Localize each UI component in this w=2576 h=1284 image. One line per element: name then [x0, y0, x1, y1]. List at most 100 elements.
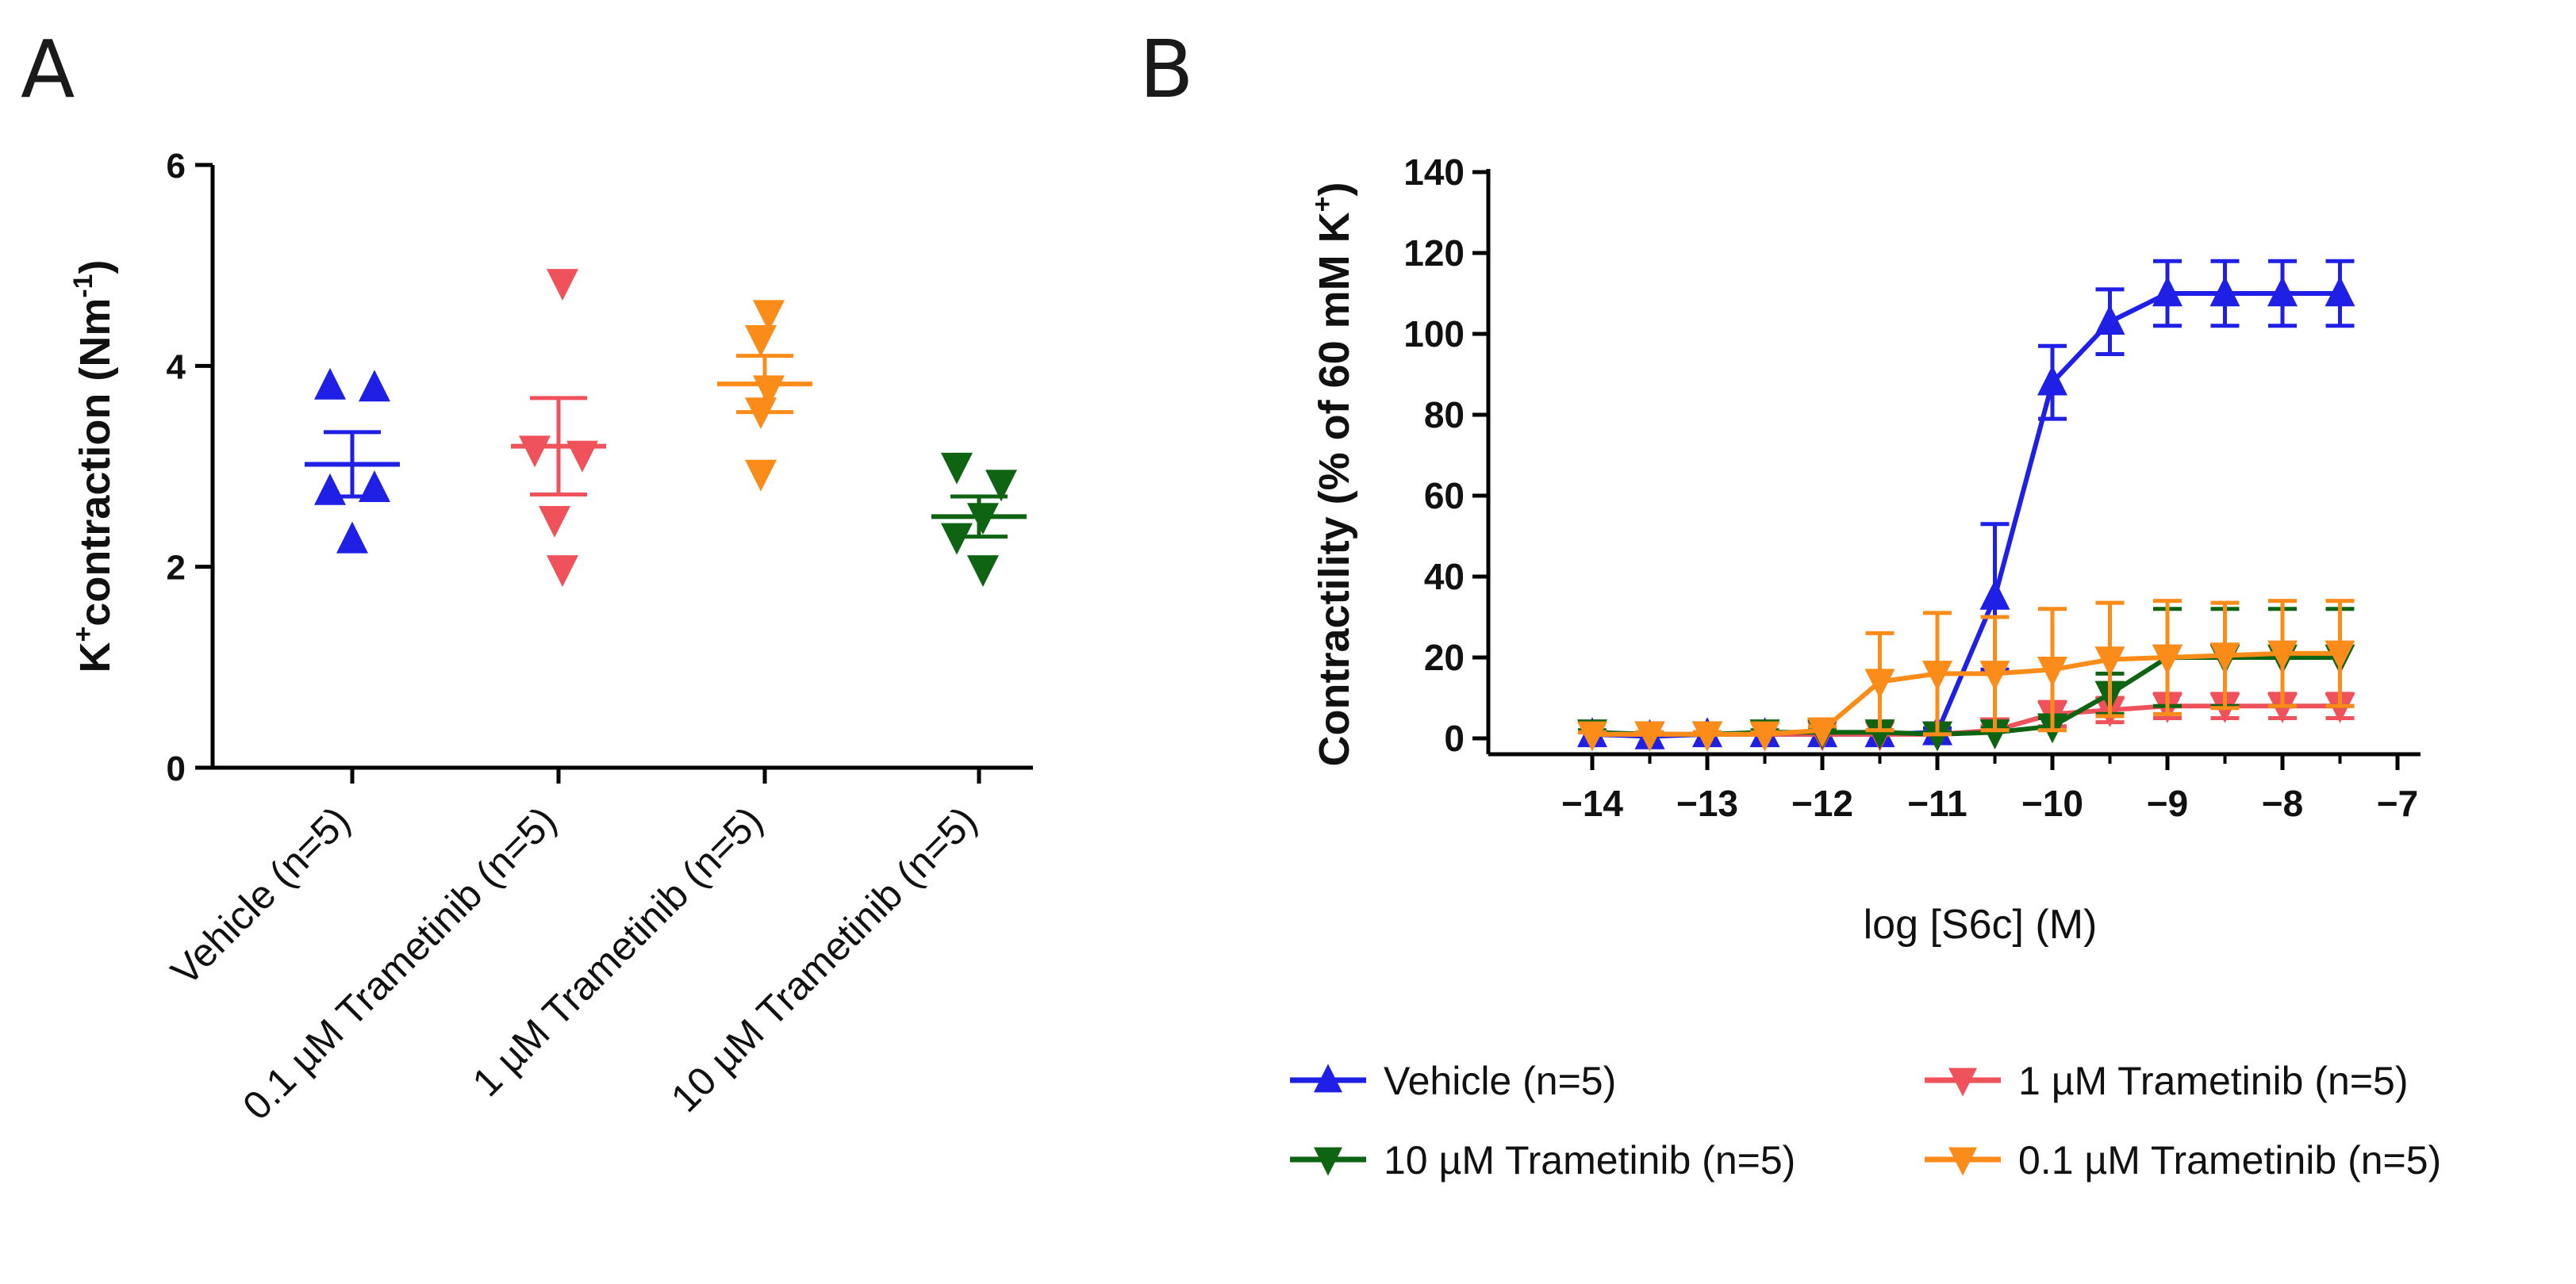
legend-item: Vehicle (n=5) — [1290, 1059, 1616, 1103]
panel-b-data-point — [1864, 719, 1895, 750]
panel-a-data-point — [547, 555, 578, 587]
legend-label: 10 µM Trametinib (n=5) — [1384, 1138, 1795, 1182]
panel-a-y-tick-label: 0 — [167, 749, 186, 788]
panel-a-data-point — [359, 470, 390, 502]
panel-a-data-point — [314, 367, 346, 400]
panel-b-data-point — [2267, 640, 2298, 671]
panel-b-y-tick-label: 60 — [1424, 475, 1465, 516]
panel-a-data-point — [753, 300, 785, 332]
panel-a-data-point — [745, 459, 777, 492]
panel-b-data-point — [1864, 669, 1895, 699]
panel-b-data-point — [2325, 276, 2355, 307]
panel-b-data-point — [2209, 276, 2240, 307]
panel-a-data-point — [745, 325, 777, 357]
panel-a-data-point — [941, 452, 973, 485]
legend-item: 10 µM Trametinib (n=5) — [1290, 1138, 1795, 1182]
panel-a-letter: A — [21, 23, 75, 116]
panel-a-y-tick-label: 2 — [167, 549, 186, 588]
panel-a-group — [305, 367, 400, 554]
panel-b-y-axis-label: Contractility (% of 60 mM K+) — [1307, 182, 1358, 767]
panel-b-data-point — [2094, 646, 2125, 677]
panel-b-data-point — [2094, 305, 2125, 335]
panel-a-y-axis-label: K+contraction (Nm-1) — [68, 259, 119, 673]
panel-a-data-point — [359, 370, 390, 402]
panel-b-data-point — [1692, 721, 1722, 752]
panel-b-x-axis-label: log [S6c] (M) — [1864, 902, 2098, 948]
panel-b-data-point — [1979, 719, 2010, 750]
panel-b-series — [1577, 599, 2355, 752]
panel-a-data-point — [967, 503, 999, 535]
panel-b-y-tick-label: 0 — [1444, 718, 1465, 759]
panel-a-group — [931, 452, 1027, 587]
panel-b-series-line — [1592, 650, 2340, 737]
panel-b-data-point — [1577, 721, 1607, 752]
legend-marker — [1314, 1147, 1342, 1176]
panel-a-data-point — [745, 397, 777, 430]
panel-b-data-point — [1922, 721, 1952, 752]
panel-b-y-tick-label: 140 — [1403, 151, 1465, 193]
panel-b-letter: B — [1139, 23, 1194, 116]
panel-b-y-tick-label: 120 — [1403, 232, 1465, 274]
panel-b-data-point — [1807, 717, 1837, 748]
panel-a-data-point — [547, 269, 578, 301]
panel-b-y-tick-label: 40 — [1424, 556, 1465, 597]
panel-b-x-tick-label: −11 — [1907, 783, 1968, 824]
panel-a-data-point — [985, 470, 1017, 502]
panel-b-ticks: 0 20 40 60 80 100 120 140 −14 −13 −12 −11 −10 −9 −8 −7 — [1403, 151, 2418, 824]
panel-b-data-point — [2267, 692, 2298, 723]
panel-b-data-point — [2152, 644, 2182, 675]
panel-b-data-point — [1749, 721, 1780, 752]
panel-b-data-point — [2209, 642, 2240, 673]
panel-b-x-tick-label: −13 — [1676, 783, 1738, 824]
panel-a-data-point — [753, 375, 785, 408]
panel-a-group — [717, 300, 812, 492]
panel-b-data-point — [1979, 661, 2010, 692]
panel-a-data-point — [314, 473, 346, 505]
legend-item: 1 µM Trametinib (n=5) — [1925, 1059, 2408, 1103]
panel-b-y-tick-label: 20 — [1424, 637, 1465, 678]
legend-marker — [1948, 1067, 1977, 1097]
panel-b-x-tick-label: −14 — [1561, 783, 1623, 824]
panel-b-data-point — [2325, 692, 2355, 723]
panel-b-x-tick-label: −10 — [2021, 783, 2083, 824]
panel-a-data-point — [539, 506, 570, 538]
panel-a-axes — [210, 165, 1033, 770]
legend-label: 1 µM Trametinib (n=5) — [2018, 1059, 2408, 1103]
panel-a-data-point — [519, 435, 551, 468]
legend-label: Vehicle (n=5) — [1384, 1059, 1616, 1103]
panel-a-marks — [305, 269, 1027, 587]
panel-b-data-point — [2037, 365, 2067, 396]
legend-marker — [1314, 1064, 1342, 1093]
panel-a-data-point — [566, 440, 598, 473]
panel-b-data-point — [1922, 661, 1952, 692]
legend-item: 0.1 µM Trametinib (n=5) — [1925, 1138, 2441, 1182]
panel-b-x-tick-label: −7 — [2377, 783, 2418, 824]
panel-a-data-point — [967, 555, 999, 587]
panel-a-category-label: Vehicle (n=5) — [163, 798, 359, 994]
panel-b-data-point — [2152, 276, 2182, 307]
panel-b-marks — [1577, 259, 2355, 752]
legend-marker — [1948, 1147, 1977, 1176]
panel-a-group — [511, 269, 606, 587]
panel-b-legend: Vehicle (n=5) 1 µM Trametinib (n=5) 10 µM … — [1290, 1059, 2441, 1182]
panel-b-x-tick-label: −9 — [2147, 783, 2188, 824]
panel-b-data-point — [2037, 657, 2067, 687]
panel-b-x-tick-label: −8 — [2262, 783, 2303, 824]
panel-a-data-point — [336, 521, 368, 554]
panel-a-y-tick-label: 4 — [167, 347, 186, 386]
panel-a-y-tick-label: 6 — [167, 147, 186, 186]
panel-b-y-tick-label: 80 — [1424, 394, 1465, 435]
panel-b-series-line — [1591, 291, 2340, 739]
panel-b-x-tick-label: −12 — [1791, 783, 1853, 824]
panel-a-data-point — [941, 523, 973, 555]
legend-label: 0.1 µM Trametinib (n=5) — [2018, 1138, 2441, 1182]
panel-b-data-point — [1634, 721, 1665, 752]
panel-b-data-point — [2325, 640, 2355, 671]
panel-b-data-point — [1979, 579, 2010, 610]
panel-b-data-point — [2267, 276, 2298, 307]
panel-b-y-tick-label: 100 — [1403, 313, 1465, 355]
